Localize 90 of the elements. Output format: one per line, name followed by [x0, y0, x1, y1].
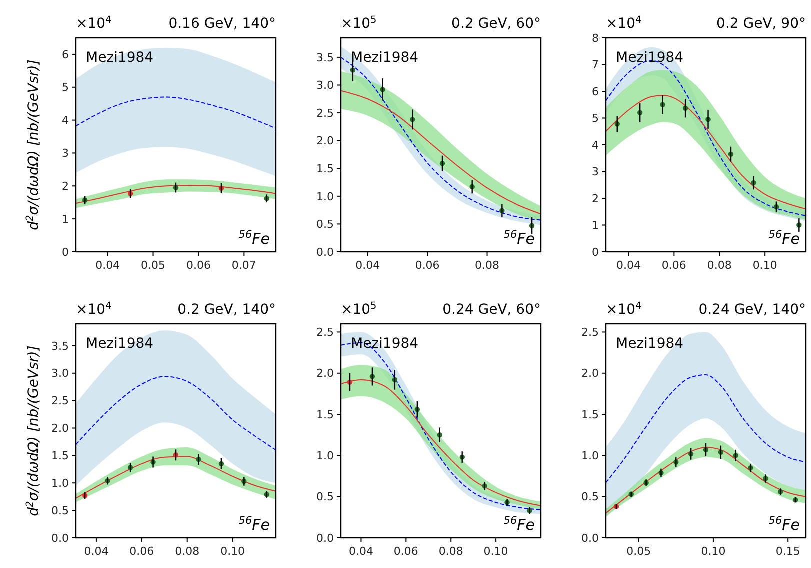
- annotation: Mezi1984: [351, 336, 419, 352]
- y-tick-label: 0.5: [52, 504, 69, 518]
- y-tick-label: 4: [62, 114, 69, 128]
- annotation: $^{56}$Fe: [504, 515, 535, 534]
- chart-title: 0.2 GeV, 140°: [178, 302, 276, 318]
- y-tick-label: 0.0: [582, 532, 599, 545]
- y-tick-label: 7: [592, 58, 599, 72]
- y-tick-label: 5: [592, 112, 599, 126]
- y-tick-label: 2.5: [316, 106, 334, 120]
- x-tick-label: 0.08: [707, 259, 732, 272]
- x-tick-label: 0.08: [438, 545, 464, 558]
- x-tick-label: 0.04: [84, 545, 109, 558]
- text: ×10$^{4}$: [606, 300, 642, 318]
- y-tick-label: 0.0: [316, 532, 334, 545]
- text: ×10$^{4}$: [76, 14, 112, 32]
- chart-title: 0.2 GeV, 90°: [716, 16, 806, 32]
- x-tick-label: 0.05: [141, 259, 166, 272]
- y-tick-label: 4: [592, 138, 599, 152]
- y-tick-label: 1.0: [52, 476, 69, 490]
- y-tick-label: 2: [592, 192, 599, 206]
- annotation: Mezi1984: [86, 336, 154, 352]
- y-tick-label: 1: [592, 219, 599, 232]
- text: ×10$^{4}$: [76, 300, 112, 318]
- y-tick-label: 2.5: [316, 326, 334, 340]
- y-tick-label: 2.0: [52, 422, 69, 436]
- y-tick-label: 2.5: [52, 394, 69, 408]
- x-tick-label: 0.06: [186, 259, 211, 272]
- x-tick-label: 0.04: [616, 259, 641, 272]
- y-tick-label: 2.0: [316, 134, 334, 148]
- x-tick-label: 0.10: [484, 545, 508, 558]
- text: ×10$^{5}$: [341, 14, 377, 32]
- y-tick-label: 6: [62, 48, 69, 62]
- chart-title: 0.24 GeV, 140°: [698, 302, 806, 318]
- x-tick-label: 0.06: [130, 545, 154, 558]
- x-tick-label: 0.10: [752, 259, 778, 272]
- y-tick-label: 0.5: [582, 490, 599, 504]
- y-tick-label: 1.5: [582, 408, 599, 422]
- annotation: $^{56}$Fe: [768, 515, 800, 534]
- annotation: $^{56}$Fe: [238, 515, 270, 534]
- annotation: $^{56}$Fe: [238, 229, 270, 248]
- chart-title: 0.2 GeV, 60°: [452, 16, 541, 32]
- x-tick-label: 0.06: [415, 259, 440, 272]
- y-tick-label: 0.5: [316, 218, 334, 232]
- chart-title: 0.16 GeV, 140°: [168, 16, 276, 32]
- x-tick-label: 0.15: [776, 545, 800, 558]
- y-tick-label: 0.0: [316, 246, 334, 259]
- x-tick-label: 0.08: [175, 545, 200, 558]
- y-tick-label: 3.0: [52, 367, 69, 380]
- y-tick-label: 2.5: [582, 326, 599, 340]
- y-tick-label: 5: [62, 81, 69, 94]
- y-tick-label: 3.5: [52, 340, 69, 353]
- y-tick-label: 2.0: [582, 367, 599, 380]
- y-tick-label: 0.5: [316, 490, 334, 504]
- y-tick-label: 3: [592, 166, 599, 179]
- y-tick-label: 3.0: [316, 79, 334, 92]
- y-tick-label: 6: [592, 85, 599, 98]
- annotation: Mezi1984: [616, 336, 684, 352]
- y-tick-label: 3.5: [316, 51, 334, 64]
- y-tick-label: 2: [62, 180, 69, 194]
- x-tick-label: 0.08: [475, 259, 500, 272]
- y-tick-label: 0.0: [52, 532, 69, 545]
- y-tick-label: 1.0: [316, 190, 334, 204]
- annotation: Mezi1984: [86, 50, 154, 66]
- y-tick-label: 1.0: [582, 450, 599, 463]
- chart-title: 0.24 GeV, 60°: [442, 302, 541, 318]
- x-tick-label: 0.04: [348, 545, 374, 558]
- annotation: $^{56}$Fe: [504, 229, 535, 248]
- annotation: $^{56}$Fe: [768, 229, 800, 248]
- x-tick-label: 0.07: [232, 259, 256, 272]
- x-tick-label: 0.04: [356, 259, 380, 272]
- y-tick-label: 1: [62, 212, 69, 226]
- y-tick-label: 2.0: [316, 367, 334, 380]
- x-tick-label: 0.10: [701, 545, 726, 558]
- y-tick-label: 1.5: [316, 162, 334, 176]
- annotation: Mezi1984: [351, 50, 419, 66]
- y-tick-label: 8: [592, 32, 599, 45]
- y-tick-label: 0: [62, 246, 69, 259]
- text: ×10$^{4}$: [606, 14, 642, 32]
- y-tick-label: 1.5: [52, 450, 69, 463]
- y-tick-label: 1.0: [316, 450, 334, 463]
- x-tick-label: 0.06: [394, 545, 418, 558]
- y-tick-label: 1.5: [316, 408, 334, 422]
- text: ×10$^{5}$: [341, 300, 377, 318]
- y-tick-label: 0: [592, 246, 599, 259]
- y-tick-label: 3: [62, 147, 69, 160]
- x-tick-label: 0.10: [220, 545, 246, 558]
- annotation: Mezi1984: [616, 50, 684, 66]
- x-tick-label: 0.05: [626, 545, 652, 558]
- x-tick-label: 0.06: [662, 259, 686, 272]
- x-tick-label: 0.04: [96, 259, 120, 272]
